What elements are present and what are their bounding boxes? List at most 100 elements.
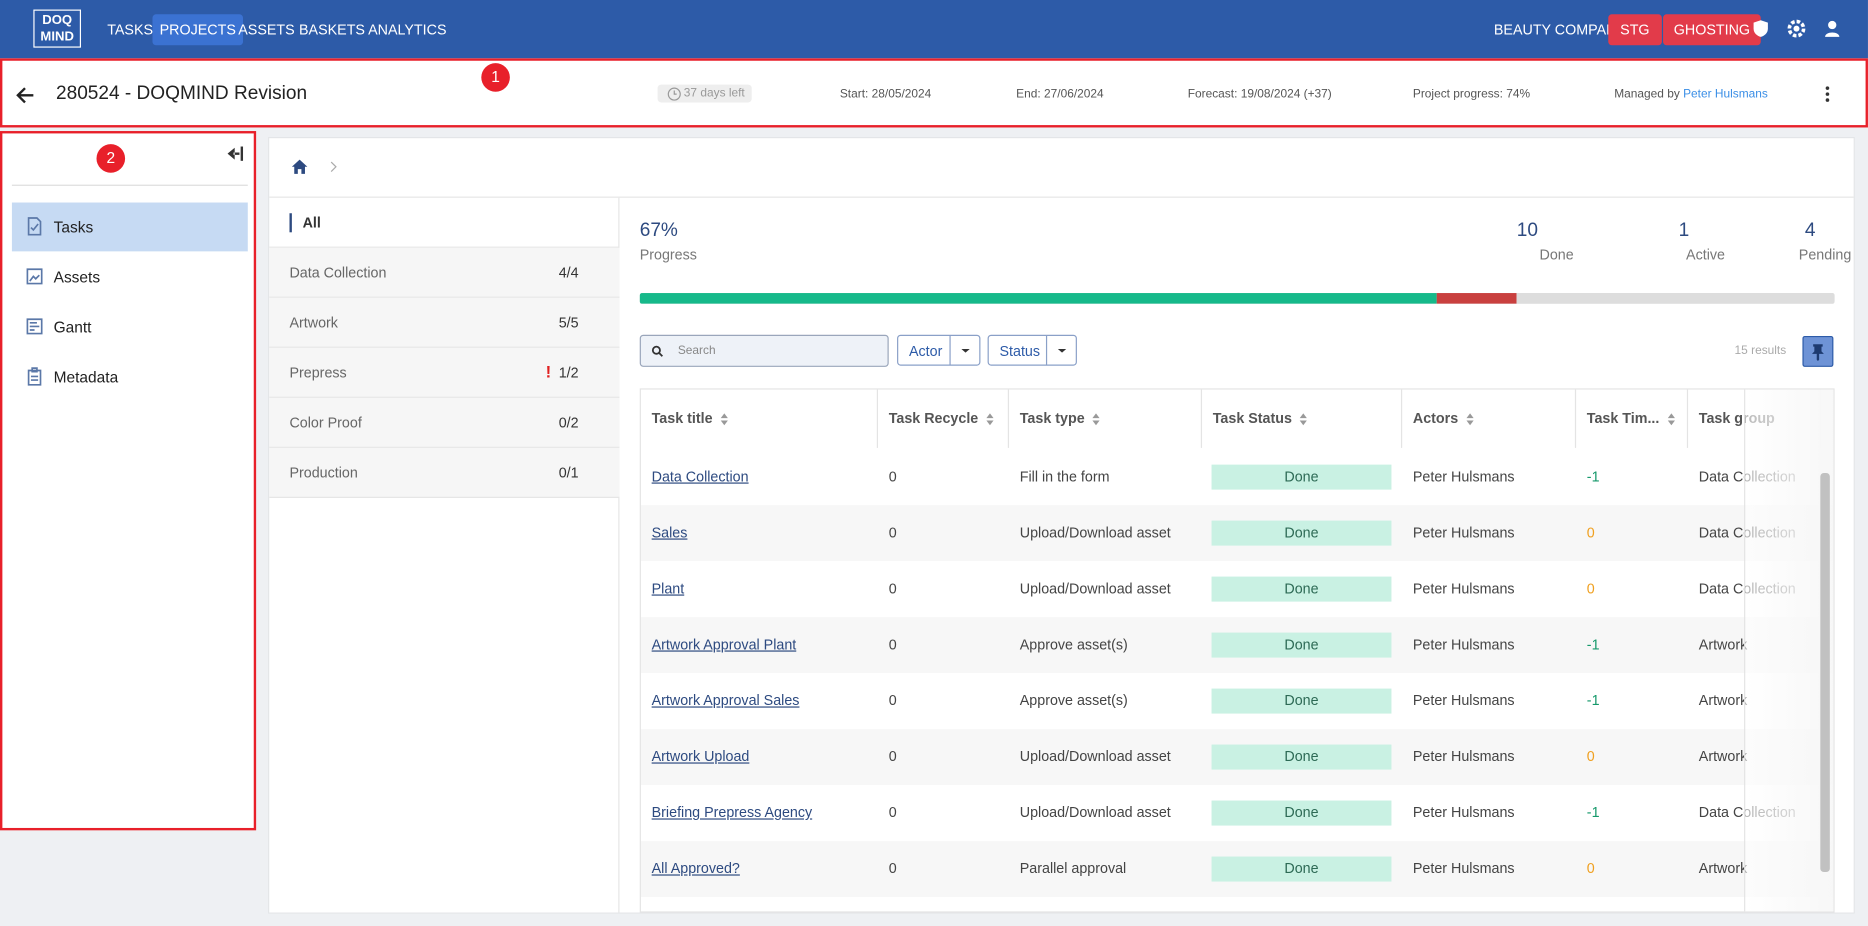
cell-text: 0	[888, 580, 897, 597]
task-link[interactable]: Artwork Approval Sales	[651, 692, 800, 709]
cell-text: Peter Hulsmans	[1412, 468, 1515, 485]
group-name: Color Proof	[289, 414, 362, 432]
column-header[interactable]: Actors	[1402, 389, 1577, 448]
column-header[interactable]: Task type	[1009, 389, 1203, 448]
task-link[interactable]: Data Collection	[651, 468, 749, 485]
stat-value: 1	[1678, 220, 1690, 241]
nav-item[interactable]: ASSETS	[238, 21, 295, 39]
table-cell: 0	[878, 505, 1009, 561]
task-link[interactable]: Briefing Prepress Agency	[651, 804, 813, 821]
table-cell: Approve asset(s)	[1009, 617, 1202, 673]
group-row[interactable]: Data Collection 4/4	[269, 247, 620, 298]
ghosting-button[interactable]: GHOSTING	[1663, 14, 1761, 46]
table-cell: Peter Hulsmans	[1402, 841, 1576, 897]
column-header[interactable]: Task title	[641, 389, 878, 448]
task-link[interactable]: All Approved?	[651, 860, 740, 877]
home-icon[interactable]	[291, 158, 309, 175]
logo[interactable]: DOQ MIND	[33, 9, 82, 48]
divider	[269, 196, 1854, 198]
group-row[interactable]: Artwork 5/5	[269, 297, 620, 348]
status-badge: Done	[1211, 576, 1392, 602]
group-name: Artwork	[289, 314, 338, 332]
status-filter[interactable]: Status	[987, 334, 1077, 366]
task-timing: 0	[1586, 860, 1595, 877]
cell-text: 0	[888, 692, 897, 709]
company[interactable]: BEAUTY COMPANY	[1493, 21, 1627, 39]
column-header[interactable]: Task Recycle	[878, 389, 1010, 448]
group-row[interactable]: Color Proof 0/2	[269, 397, 620, 448]
nav-item[interactable]: ANALYTICS	[368, 21, 447, 39]
task-timing: -1	[1586, 804, 1600, 821]
cell-text: Upload/Download asset	[1019, 804, 1171, 821]
progress-label: Project progress:	[1412, 88, 1503, 102]
settings-icon[interactable]	[1787, 19, 1806, 38]
task-link[interactable]: Artwork Approval Plant	[651, 636, 797, 653]
table-cell: 0	[1576, 729, 1688, 785]
table-cell: Approve asset(s)	[1009, 673, 1202, 729]
table-cell: -1	[1576, 785, 1688, 841]
user-icon[interactable]	[1823, 19, 1842, 38]
project-progress: 74%	[1506, 88, 1531, 102]
cell-text: Peter Hulsmans	[1412, 636, 1515, 653]
shield-icon[interactable]	[1751, 19, 1770, 38]
sort-icon	[1466, 413, 1474, 426]
group-all[interactable]: All	[269, 198, 620, 248]
progress-value: 67%	[639, 220, 678, 241]
task-timing: -1	[1586, 636, 1600, 653]
table-fade	[1744, 389, 1834, 912]
days-left: 37 days left	[657, 84, 752, 103]
back-button[interactable]	[14, 85, 35, 106]
actor-filter[interactable]: Actor	[897, 334, 981, 366]
table-cell: 0	[1576, 841, 1688, 897]
search-box[interactable]: Search	[639, 334, 889, 367]
cell-text: Artwork	[1698, 692, 1748, 709]
table-cell: 0	[878, 449, 1009, 505]
table-cell: Artwork	[1688, 729, 1821, 785]
group-warning: !	[545, 362, 552, 382]
env-badge[interactable]: STG	[1608, 14, 1662, 46]
table-cell: Upload/Download asset	[1009, 729, 1202, 785]
nav-item[interactable]: TASKS	[107, 21, 154, 39]
forecast-label: Forecast:	[1187, 88, 1238, 102]
table-cell: Peter Hulsmans	[1402, 561, 1576, 617]
table-cell: Done	[1202, 785, 1402, 841]
column-header[interactable]: Task Status	[1202, 389, 1403, 448]
scrollbar[interactable]	[1820, 472, 1830, 873]
manager-link[interactable]: Peter Hulsmans	[1683, 88, 1768, 102]
nav-item[interactable]: BASKETS	[299, 21, 365, 39]
header-text: Actors	[1412, 409, 1459, 427]
task-link[interactable]: Plant	[651, 580, 685, 597]
group-row[interactable]: Production 0/1	[269, 447, 620, 498]
table-cell: Peter Hulsmans	[1402, 449, 1576, 505]
forecast-date: 19/08/2024 (+37)	[1240, 88, 1332, 102]
cell-text: Peter Hulsmans	[1412, 580, 1515, 597]
group-name: Production	[289, 464, 358, 482]
table-cell: -1	[1576, 449, 1688, 505]
sidebar-item[interactable]: Metadata	[12, 353, 248, 402]
sort-icon	[720, 413, 729, 426]
search-placeholder: Search	[677, 344, 716, 358]
nav-item[interactable]: PROJECTS	[152, 14, 244, 46]
column-header[interactable]: Task Tim...	[1576, 389, 1689, 448]
task-link[interactable]: Sales	[651, 524, 688, 541]
start-label: Start:	[839, 88, 869, 102]
sidebar-label: Gantt	[53, 318, 92, 336]
cell-text: Upload/Download asset	[1019, 580, 1171, 597]
sidebar-item[interactable]: Gantt	[12, 303, 248, 352]
pin-button[interactable]	[1802, 335, 1834, 367]
sidebar-item[interactable]: Tasks	[11, 202, 248, 252]
more-menu[interactable]	[1823, 85, 1833, 104]
table-cell: Data Collection	[641, 449, 878, 505]
sidebar-item[interactable]: Assets	[12, 253, 248, 302]
table-cell: Fill in the form	[1009, 449, 1202, 505]
project-title: 280524 - DOQMIND Revision	[55, 83, 308, 104]
group-row[interactable]: Prepress! 1/2	[269, 347, 620, 398]
task-link[interactable]: Artwork Upload	[651, 748, 750, 765]
collapse-button[interactable]	[225, 145, 244, 162]
progress-segment	[639, 293, 1437, 304]
stat-label: Pending	[1798, 246, 1852, 264]
table-cell: Parallel approval	[1009, 841, 1202, 897]
header-text: Task title	[651, 409, 713, 427]
